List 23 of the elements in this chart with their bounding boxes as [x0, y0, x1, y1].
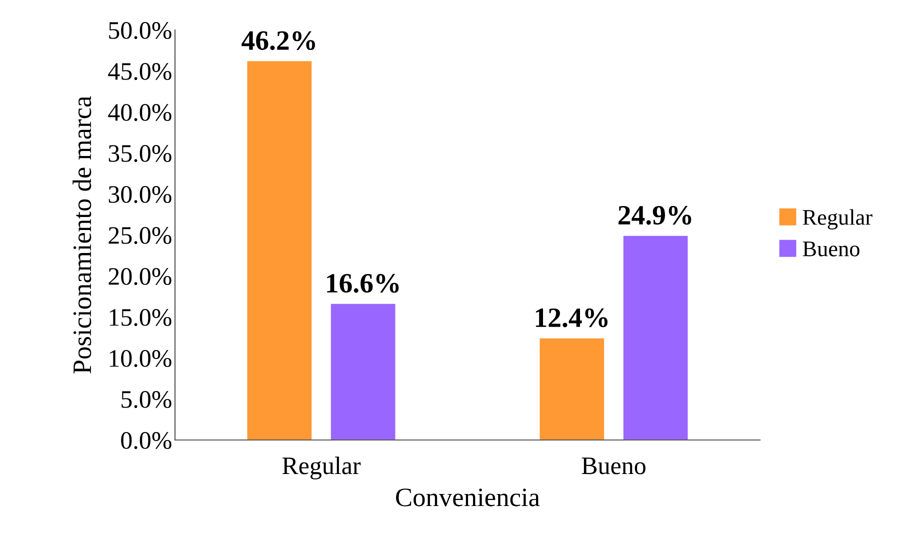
- y-tick-label: 0.0%: [121, 432, 172, 450]
- y-tick-label: 30.0%: [108, 186, 172, 204]
- x-axis-title: Conveniencia: [396, 488, 540, 506]
- legend-label: Bueno: [802, 242, 860, 256]
- y-tick-label: 5.0%: [122, 391, 172, 408]
- y-tick-label: 25.0%: [108, 227, 172, 244]
- bar: [623, 236, 688, 440]
- y-axis-title: Posicionamiento de marca: [72, 96, 92, 374]
- y-tick-label: 35.0%: [108, 145, 172, 162]
- y-tick-label: 45.0%: [108, 63, 172, 80]
- data-label: 46.2%: [242, 31, 316, 50]
- bar: [247, 61, 312, 440]
- data-label: 24.9%: [618, 206, 692, 225]
- y-tick-label: 20.0%: [108, 268, 172, 286]
- y-tick-label: 15.0%: [110, 309, 172, 326]
- bar: [330, 304, 396, 440]
- data-label: 16.6%: [327, 274, 399, 293]
- y-tick-label: 40.0%: [108, 104, 172, 122]
- data-label: 12.4%: [536, 308, 608, 328]
- y-tick-label: 10.0%: [110, 350, 172, 368]
- bar: [540, 338, 604, 440]
- y-tick-label: 50.0%: [109, 22, 172, 40]
- legend-label: Regular: [802, 209, 872, 230]
